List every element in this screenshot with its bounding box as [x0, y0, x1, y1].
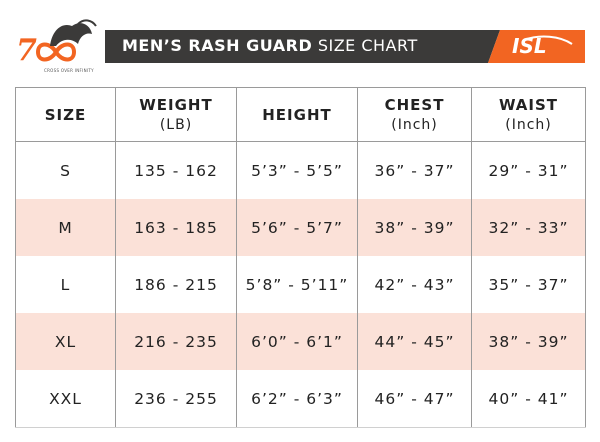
table-row: M 163 - 185 5’6” - 5’7” 38” - 39” 32” - 33”: [15, 199, 586, 256]
logo-seven: 7: [16, 33, 37, 68]
column-unit: (LB): [159, 116, 193, 133]
table-cell: 135 - 162: [115, 141, 237, 199]
table-cell: 6’2” - 6’3”: [236, 370, 358, 428]
table-row: S 135 - 162 5’3” - 5’5” 36” - 37” 29” - 31”: [15, 141, 586, 199]
table-cell: 186 - 215: [115, 256, 237, 313]
column-label: WAIST: [498, 95, 559, 114]
brand: ISL: [512, 34, 547, 58]
column-label: HEIGHT: [262, 105, 332, 124]
table-body: S 135 - 162 5’3” - 5’5” 36” - 37” 29” - 31” M…: [15, 141, 586, 428]
header-graphics: 7: [16, 19, 585, 68]
column-label: WEIGHT: [139, 95, 213, 114]
table-cell: 216 - 235: [115, 313, 237, 370]
logo-figure: [50, 23, 92, 46]
title-bold: MEN’S RASH GUARD: [122, 36, 313, 55]
table-cell: 32” - 33”: [471, 199, 586, 256]
table-cell: 35” - 37”: [471, 256, 586, 313]
table-cell: 163 - 185: [115, 199, 237, 256]
table-row: XXL 236 - 255 6’2” - 6’3” 46” - 47” 40” - 41…: [15, 370, 586, 428]
table-cell: XXL: [15, 370, 116, 428]
table-cell: S: [15, 141, 116, 199]
table-cell: 42” - 43”: [357, 256, 472, 313]
header-row: SIZE WEIGHT (LB) HEIGHT CHEST (Inch) WAIST (Inc…: [15, 87, 586, 142]
table-cell: 6’0” - 6’1”: [236, 313, 358, 370]
column-unit: (Inch): [391, 116, 438, 133]
table-cell: 44” - 45”: [357, 313, 472, 370]
header: 7 MEN’S RASH GUARD SIZE CHART CROSS OVER…: [0, 0, 600, 80]
column-label: SIZE: [44, 105, 87, 124]
table-cell: M: [15, 199, 116, 256]
table-cell: 236 - 255: [115, 370, 237, 428]
table-cell: L: [15, 256, 116, 313]
column-header: WAIST (Inch): [471, 87, 586, 142]
table-row: L 186 - 215 5’8” - 5’11” 42” - 43” 35” - 37”: [15, 256, 586, 313]
table-cell: 46” - 47”: [357, 370, 472, 428]
column-header: CHEST (Inch): [357, 87, 472, 142]
title-band: [105, 30, 500, 63]
logo-hair: [77, 19, 97, 27]
table-cell: 38” - 39”: [471, 313, 586, 370]
title-light: SIZE CHART: [317, 36, 418, 55]
chart-title: MEN’S RASH GUARD SIZE CHART: [122, 36, 418, 55]
tagline: CROSS OVER INFINITY: [44, 68, 94, 73]
table-cell: 5’3” - 5’5”: [236, 141, 358, 199]
column-unit: (Inch): [505, 116, 552, 133]
table-cell: 29” - 31”: [471, 141, 586, 199]
column-header: SIZE: [15, 87, 116, 142]
table-cell: XL: [15, 313, 116, 370]
column-header: WEIGHT (LB): [115, 87, 237, 142]
logo-infinity: [35, 42, 77, 62]
table-cell: 5’6” - 5’7”: [236, 199, 358, 256]
brand-swoosh: [523, 35, 573, 45]
size-table: SIZE WEIGHT (LB) HEIGHT CHEST (Inch) WAIST (Inc…: [15, 87, 586, 428]
table-cell: 38” - 39”: [357, 199, 472, 256]
table-cell: 40” - 41”: [471, 370, 586, 428]
table-cell: 5’8” - 5’11”: [236, 256, 358, 313]
table-row: XL 216 - 235 6’0” - 6’1” 44” - 45” 38” - 39”: [15, 313, 586, 370]
column-label: CHEST: [384, 95, 445, 114]
table-cell: 36” - 37”: [357, 141, 472, 199]
column-header: HEIGHT: [236, 87, 358, 142]
